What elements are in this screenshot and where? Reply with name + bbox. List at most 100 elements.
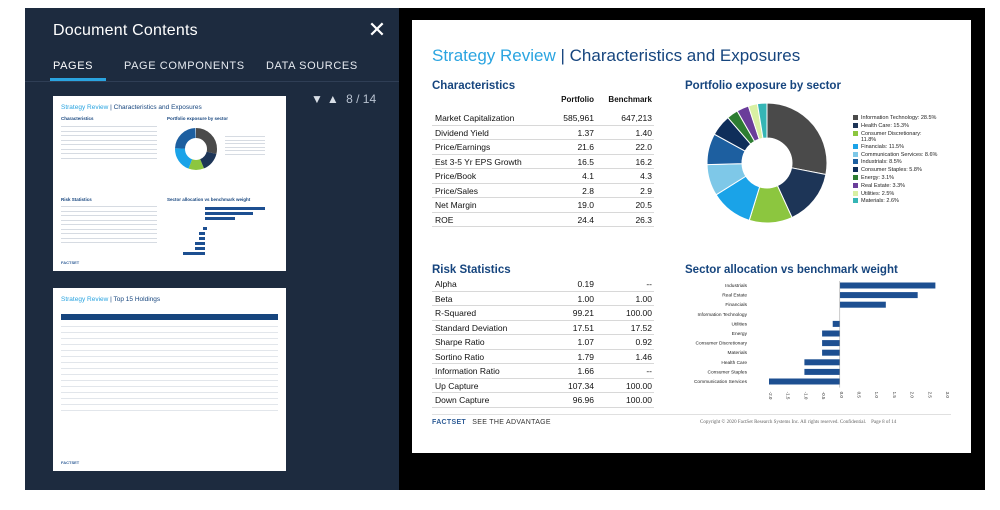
bar-industrials <box>839 282 936 289</box>
legend-item: Consumer Staples: 5.8% <box>853 167 922 173</box>
legend-swatch <box>853 198 858 204</box>
thumbnail-section-label: Risk Statistics <box>61 197 92 202</box>
row-label: Price/Sales <box>435 185 478 196</box>
page-thumbnail-8[interactable]: Strategy Review | Characteristics and Ex… <box>53 96 286 271</box>
bar-axis-tick-label: -2.0 <box>768 392 773 400</box>
legend-swatch <box>853 190 858 196</box>
close-icon[interactable]: ✕ <box>367 17 387 42</box>
risk-statistics-row: Information Ratio 1.66 -- <box>432 364 654 379</box>
risk-statistics-row: Alpha 0.19 -- <box>432 277 654 292</box>
thumbnail-title: Strategy Review | Top 15 Holdings <box>61 296 161 303</box>
legend-item: Information Technology: 28.5% <box>853 115 936 121</box>
document-page: Strategy Review | Characteristics and Ex… <box>412 20 971 453</box>
risk-statistics-row: Sharpe Ratio 1.07 0.92 <box>432 335 654 350</box>
portfolio-value: 1.00 <box>577 293 594 304</box>
footer-tagline: SEE THE ADVANTAGE <box>472 419 551 426</box>
row-label: Est 3-5 Yr EPS Growth <box>435 156 522 167</box>
risk-statistics-row: Standard Deviation 17.51 17.52 <box>432 321 654 335</box>
legend-swatch <box>853 143 858 149</box>
bar-category-label: Utilities <box>732 321 748 327</box>
tab-page-components[interactable]: PAGE COMPONENTS <box>124 60 245 72</box>
legend-label: Health Care: 15.3% <box>861 122 909 129</box>
thumbnail-bar <box>203 227 207 230</box>
thumbnail-bar <box>195 242 205 245</box>
thumbnail-section-label: Portfolio exposure by sector <box>167 116 229 121</box>
pie-slice-information-technology <box>766 102 828 176</box>
page-thumbnail-9[interactable]: Strategy Review | Top 15 Holdings FACTSE… <box>53 288 286 471</box>
bar-category-label: Energy <box>732 331 748 337</box>
thumbnail-bar <box>205 212 253 215</box>
portfolio-value: 4.1 <box>582 171 594 181</box>
sector-allocation-bar-chart: Industrials Real Estate Financials Informat… <box>694 281 950 400</box>
bar-consumer-discretionary <box>822 340 840 347</box>
portfolio-value: 99.21 <box>572 308 594 318</box>
bar-category-label: Financials <box>725 302 747 308</box>
portfolio-value: 24.4 <box>577 214 594 225</box>
benchmark-value: 1.00 <box>635 293 652 304</box>
portfolio-value: 1.07 <box>577 337 594 347</box>
legend-swatch <box>853 167 858 173</box>
row-label: Dividend Yield <box>435 127 489 138</box>
bar-axis-tick-label: 0.0 <box>839 392 844 399</box>
tab-data-sources[interactable]: DATA SOURCES <box>266 60 358 72</box>
benchmark-value: 100.00 <box>626 380 652 391</box>
document-contents-panel: Document Contents ✕ PAGES PAGE COMPONENT… <box>25 8 399 490</box>
portfolio-value: 1.37 <box>577 127 594 138</box>
benchmark-value: 26.3 <box>635 214 652 225</box>
bar-axis-tick-label: -1.0 <box>803 392 808 400</box>
triangle-down-icon[interactable]: ▼ <box>311 92 323 106</box>
benchmark-value: 17.52 <box>630 322 652 333</box>
benchmark-value: 1.40 <box>635 127 652 138</box>
thumbnail-bar <box>205 207 265 210</box>
portfolio-value: 0.19 <box>577 279 594 289</box>
benchmark-value: 16.2 <box>635 156 652 167</box>
portfolio-value: 96.96 <box>572 395 594 405</box>
legend-label: Real Estate: 3.3% <box>861 182 906 189</box>
benchmark-value: 100.00 <box>626 308 652 318</box>
triangle-up-icon[interactable]: ▲ <box>326 92 339 106</box>
row-label: Alpha <box>435 279 457 289</box>
characteristics-row: Market Capitalization 585,961 647,213 <box>432 111 654 126</box>
row-label: Price/Earnings <box>435 142 491 152</box>
legend-label: Industrials: 8.5% <box>861 159 902 166</box>
characteristics-row: Dividend Yield 1.37 1.40 <box>432 126 654 140</box>
bar-axis-tick-label: 3.0 <box>945 392 950 399</box>
bar-materials <box>822 349 840 356</box>
portfolio-value: 16.5 <box>577 156 594 167</box>
thumbnail-table <box>61 126 157 162</box>
legend-label: Energy: 3.1% <box>861 175 895 181</box>
bar-category-label: Information Technology <box>697 312 747 318</box>
characteristics-row: ROE 24.4 26.3 <box>432 213 654 227</box>
portfolio-value: 21.6 <box>577 142 594 152</box>
bar-axis-tick-label: 2.5 <box>927 392 932 399</box>
thumbnail-footer-logo: FACTSET <box>61 260 80 265</box>
thumbnail-bar <box>199 232 205 235</box>
legend-label: Consumer Staples: 5.8% <box>861 167 922 174</box>
legend-label: Information Technology: 28.5% <box>861 115 937 121</box>
page-title: Strategy Review | Characteristics and Ex… <box>432 46 801 65</box>
portfolio-value: 17.51 <box>572 322 594 333</box>
row-label: Net Margin <box>435 200 477 210</box>
portfolio-value: 107.34 <box>568 380 594 391</box>
bar-energy <box>822 330 840 337</box>
page-counter-text: 8 / 14 <box>346 92 377 106</box>
benchmark-value: 647,213 <box>621 113 652 123</box>
tab-pages[interactable]: PAGES <box>53 60 94 72</box>
bar-category-label: Consumer Staples <box>708 369 748 375</box>
bar-communication-services <box>769 378 840 385</box>
bar-category-label: Industrials <box>725 283 747 289</box>
characteristics-row: Price/Earnings 21.6 22.0 <box>432 140 654 155</box>
benchmark-value: 2.9 <box>640 185 652 196</box>
characteristics-row: Price/Book 4.1 4.3 <box>432 169 654 184</box>
row-label: Up Capture <box>435 380 479 391</box>
thumbnail-legend <box>225 136 265 157</box>
thumbnail-section-label: Sector allocation vs benchmark weight <box>167 197 251 202</box>
bar-real-estate <box>839 292 918 299</box>
bar-axis-tick-label: -0.5 <box>821 392 826 400</box>
row-label: ROE <box>435 214 454 225</box>
legend-label: Communication Services: 8.6% <box>861 151 938 158</box>
row-label: Sortino Ratio <box>435 351 485 362</box>
risk-statistics-row: Sortino Ratio 1.79 1.46 <box>432 350 654 364</box>
legend-item: Industrials: 8.5% <box>853 159 902 165</box>
sector-exposure-donut <box>706 102 828 224</box>
